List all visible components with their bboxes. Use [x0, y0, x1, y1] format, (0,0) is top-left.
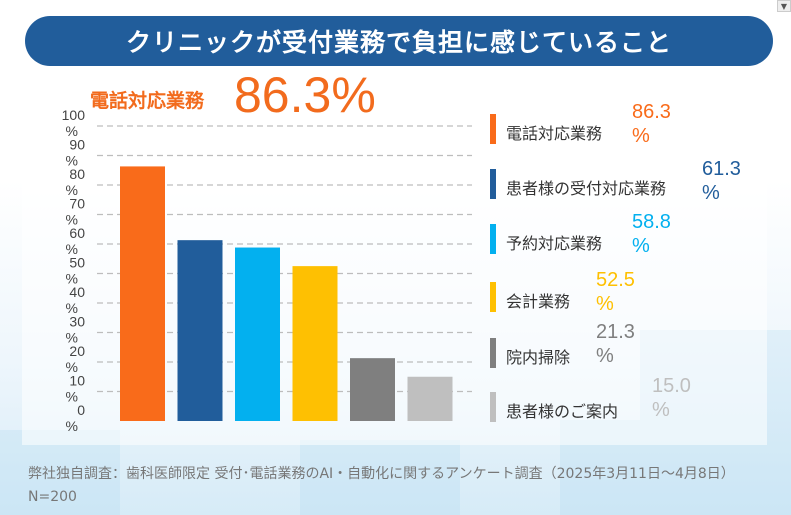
- y-tick-label: 50%: [66, 255, 86, 287]
- legend-value: 86.3%: [632, 101, 671, 147]
- headline-value: 86.3%: [234, 67, 376, 123]
- legend-label: 予約対応業務: [506, 234, 603, 253]
- legend-label: 患者様の受付対応業務: [506, 179, 667, 198]
- bars: [120, 166, 453, 421]
- scroll-down-arrow[interactable]: ▼: [777, 0, 791, 12]
- legend-swatch: [490, 169, 496, 199]
- y-tick-label: 100%: [62, 107, 86, 139]
- legend-swatch: [490, 114, 496, 144]
- bar-2: [177, 240, 223, 421]
- bar-5: [350, 358, 395, 421]
- legend-label: 院内掃除: [506, 348, 571, 367]
- y-tick-label: 80%: [66, 166, 86, 198]
- y-tick-label: 90%: [66, 137, 86, 169]
- legend-swatch: [490, 224, 496, 254]
- bar-3: [235, 247, 280, 421]
- y-tick-label: 20%: [66, 343, 86, 375]
- y-tick-label: 70%: [66, 196, 86, 228]
- legend-value: 61.3%: [702, 158, 741, 204]
- footnote: 弊社独自調査：歯科医師限定 受付･電話業務のAI・自動化に関するアンケート調査（…: [28, 466, 735, 505]
- legend-swatch: [490, 282, 496, 312]
- legend-value: 52.5%: [596, 269, 635, 315]
- background-tile: [300, 440, 460, 515]
- bar-1: [120, 166, 165, 421]
- legend-value: 21.3%: [596, 321, 635, 367]
- legend-swatch: [490, 392, 496, 422]
- legend-label: 会計業務: [506, 292, 571, 311]
- legend-label: 電話対応業務: [506, 124, 603, 143]
- y-tick-label: 60%: [66, 225, 86, 257]
- bar-4: [292, 266, 338, 421]
- y-tick-label: 0%: [66, 402, 86, 434]
- bar-6: [407, 376, 453, 421]
- legend-label: 患者様のご案内: [506, 402, 619, 421]
- y-axis-ticks: 0 %10 %20 %30 %40 %50 %60 %70 %80 %90 %100%: [62, 107, 86, 434]
- chart-title: クリニックが受付業務で負担に感じていること: [25, 16, 773, 66]
- legend-swatch: [490, 338, 496, 368]
- legend-value: 58.8%: [632, 211, 671, 257]
- y-tick-label: 10%: [66, 373, 86, 405]
- y-tick-label: 30%: [66, 314, 86, 346]
- y-tick-label: 40%: [66, 284, 86, 316]
- headline-label: 電話対応業務: [90, 90, 205, 112]
- legend-value: 15.0%: [652, 375, 691, 421]
